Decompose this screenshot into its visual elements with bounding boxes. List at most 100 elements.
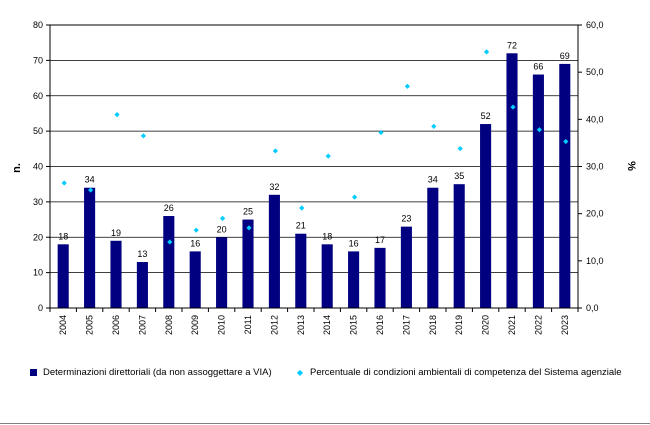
bar	[163, 216, 175, 308]
bar	[242, 219, 254, 308]
bar	[427, 187, 439, 308]
percentage-point	[352, 194, 358, 200]
bar	[559, 63, 571, 308]
percentage-point	[88, 187, 94, 193]
x-tick-label: 2013	[296, 315, 306, 335]
percentage-point	[404, 83, 410, 89]
x-tick-label: 2017	[401, 315, 411, 335]
bar	[57, 244, 69, 308]
legend-item-percentage: ◆ Percentuale di condizioni ambientali d…	[296, 367, 622, 378]
bar-value-label: 20	[217, 224, 227, 234]
y2-tick-label: 0,0	[586, 303, 599, 313]
bottom-divider	[0, 423, 650, 424]
y-tick-label: 80	[33, 20, 43, 30]
percentage-point	[378, 129, 384, 136]
right-axis-title: %	[625, 161, 637, 171]
bar	[268, 194, 280, 308]
x-tick-label: 2010	[217, 315, 227, 335]
y-tick-label: 40	[33, 162, 43, 172]
percentage-point	[272, 148, 278, 154]
legend-bar-label: Determinazioni direttoriali (da non asso…	[43, 367, 272, 378]
percentage-point	[299, 205, 305, 211]
bar-value-label: 34	[85, 175, 95, 185]
legend-percentage-label: Percentuale di condizioni ambientali di …	[310, 367, 622, 378]
percentage-point	[61, 180, 67, 186]
bar-value-label: 21	[296, 221, 306, 231]
x-tick-label: 2012	[269, 315, 279, 335]
bar	[321, 244, 333, 308]
percentage-point	[536, 127, 542, 133]
y-tick-label: 60	[33, 91, 43, 101]
percentage-point	[325, 153, 331, 159]
percentage-point	[510, 104, 516, 110]
x-tick-label: 2015	[349, 315, 359, 335]
x-tick-label: 2018	[428, 315, 438, 335]
y-tick-label: 20	[33, 232, 43, 242]
bar-value-label: 32	[269, 182, 279, 192]
x-tick-label: 2023	[560, 315, 570, 335]
bar-value-label: 13	[137, 249, 147, 259]
percentage-point	[114, 112, 120, 118]
percentage-point	[457, 145, 463, 152]
left-axis-ticks: 0 10 20 30 40 50 60 70 80	[33, 20, 50, 313]
percentage-point	[246, 225, 252, 231]
bar-value-label: 16	[349, 238, 359, 248]
percentage-point	[220, 215, 226, 221]
x-tick-label: 2006	[111, 315, 121, 335]
x-tick-label: 2009	[190, 315, 200, 335]
bar	[348, 251, 360, 308]
bar-value-label: 66	[533, 62, 543, 72]
x-tick-label: 2011	[243, 315, 253, 334]
x-axis-ticks: 2004 2005 2006 2007 2008 2009 2010 2011 2012 2013…	[49, 308, 579, 335]
bar	[374, 247, 386, 308]
x-tick-label: 2022	[533, 315, 543, 335]
x-tick-label: 2020	[481, 315, 491, 335]
x-tick-label: 2008	[164, 315, 174, 335]
percentage-point	[484, 49, 490, 55]
y2-tick-label: 50,0	[586, 67, 604, 77]
y-tick-label: 30	[33, 197, 43, 207]
percentage-point	[431, 123, 437, 130]
bar	[84, 187, 96, 308]
bar-value-label: 17	[375, 235, 385, 245]
left-axis-title: n.	[11, 163, 23, 173]
legend-diamond-marker: ◆	[296, 367, 304, 377]
legend-bar-swatch	[30, 369, 37, 376]
percentage-point	[193, 227, 199, 233]
bar	[110, 240, 122, 308]
bar	[506, 53, 518, 308]
legend: Determinazioni direttoriali (da non asso…	[30, 367, 640, 383]
bar	[216, 237, 228, 308]
x-tick-label: 2014	[322, 315, 332, 335]
y2-tick-label: 60,0	[586, 20, 604, 30]
percentage-point	[140, 133, 146, 139]
x-tick-label: 2004	[58, 315, 68, 335]
legend-item-bars: Determinazioni direttoriali (da non asso…	[30, 367, 272, 378]
bar-value-label: 25	[243, 207, 253, 217]
bar-series	[57, 53, 571, 309]
x-tick-label: 2005	[85, 315, 95, 335]
right-axis-ticks: 0,0 10,0 20,0 30,0 40,0 50,0 60,0	[578, 20, 604, 313]
bar-value-label: 26	[164, 203, 174, 213]
bar	[136, 262, 148, 308]
percentage-point	[563, 138, 569, 145]
bar-value-label: 35	[454, 171, 464, 181]
y2-tick-label: 10,0	[586, 256, 604, 266]
bar	[189, 251, 201, 308]
plot-frame	[49, 24, 579, 309]
percentage-point	[167, 239, 173, 245]
bar-value-label: 18	[58, 231, 68, 241]
gridlines	[50, 59, 578, 274]
x-tick-label: 2021	[507, 315, 517, 335]
bar	[532, 74, 544, 309]
y2-tick-label: 40,0	[586, 114, 604, 124]
y-tick-label: 0	[38, 303, 43, 313]
y-tick-label: 70	[33, 55, 43, 65]
bar-data-labels: 18 34 19 13 26 16 20 25 32 21 18 16 17 23 34 35 52 72 66 69	[58, 40, 570, 259]
bar-value-label: 72	[507, 40, 517, 50]
bar	[295, 233, 307, 308]
y2-tick-label: 30,0	[586, 162, 604, 172]
bar-value-label: 34	[428, 175, 438, 185]
bar-value-label: 69	[560, 51, 570, 61]
